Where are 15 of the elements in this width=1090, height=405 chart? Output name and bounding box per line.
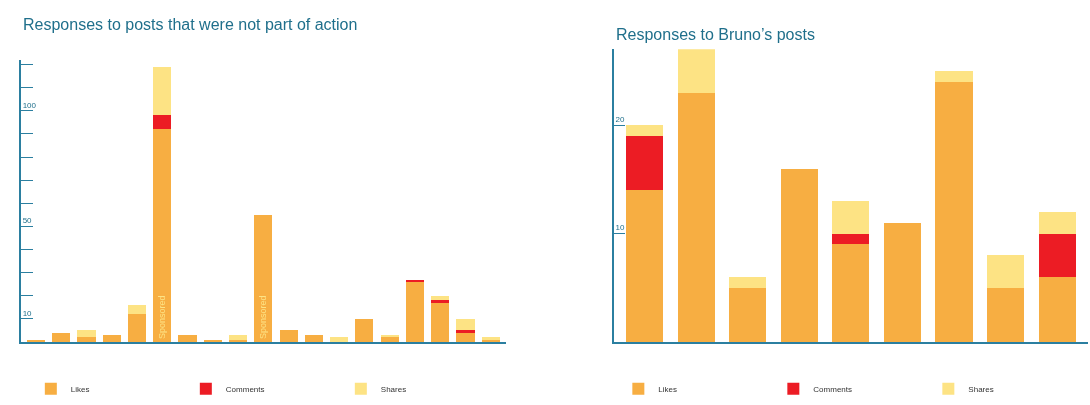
legend-label: Comments [813,384,853,394]
data-label: Sponsored [157,295,168,340]
y-tick-label: 10 [22,308,33,318]
legend-label: Likes [658,384,678,394]
legend-label: Shares [380,384,407,394]
y-tick-label: 100 [22,100,37,110]
y-tick-label: 10 [615,223,626,233]
y-tick-label: 20 [615,114,626,124]
data-label: Sponsored [258,295,269,340]
legend-label: Shares [968,384,994,394]
chart-title: Responses to posts that were not part of action [23,16,358,33]
legend-label: Likes [70,384,90,394]
chart-title: Responses to Bruno’s posts [616,26,815,43]
y-tick-label: 50 [22,216,33,226]
legend-label: Comments [225,384,265,394]
